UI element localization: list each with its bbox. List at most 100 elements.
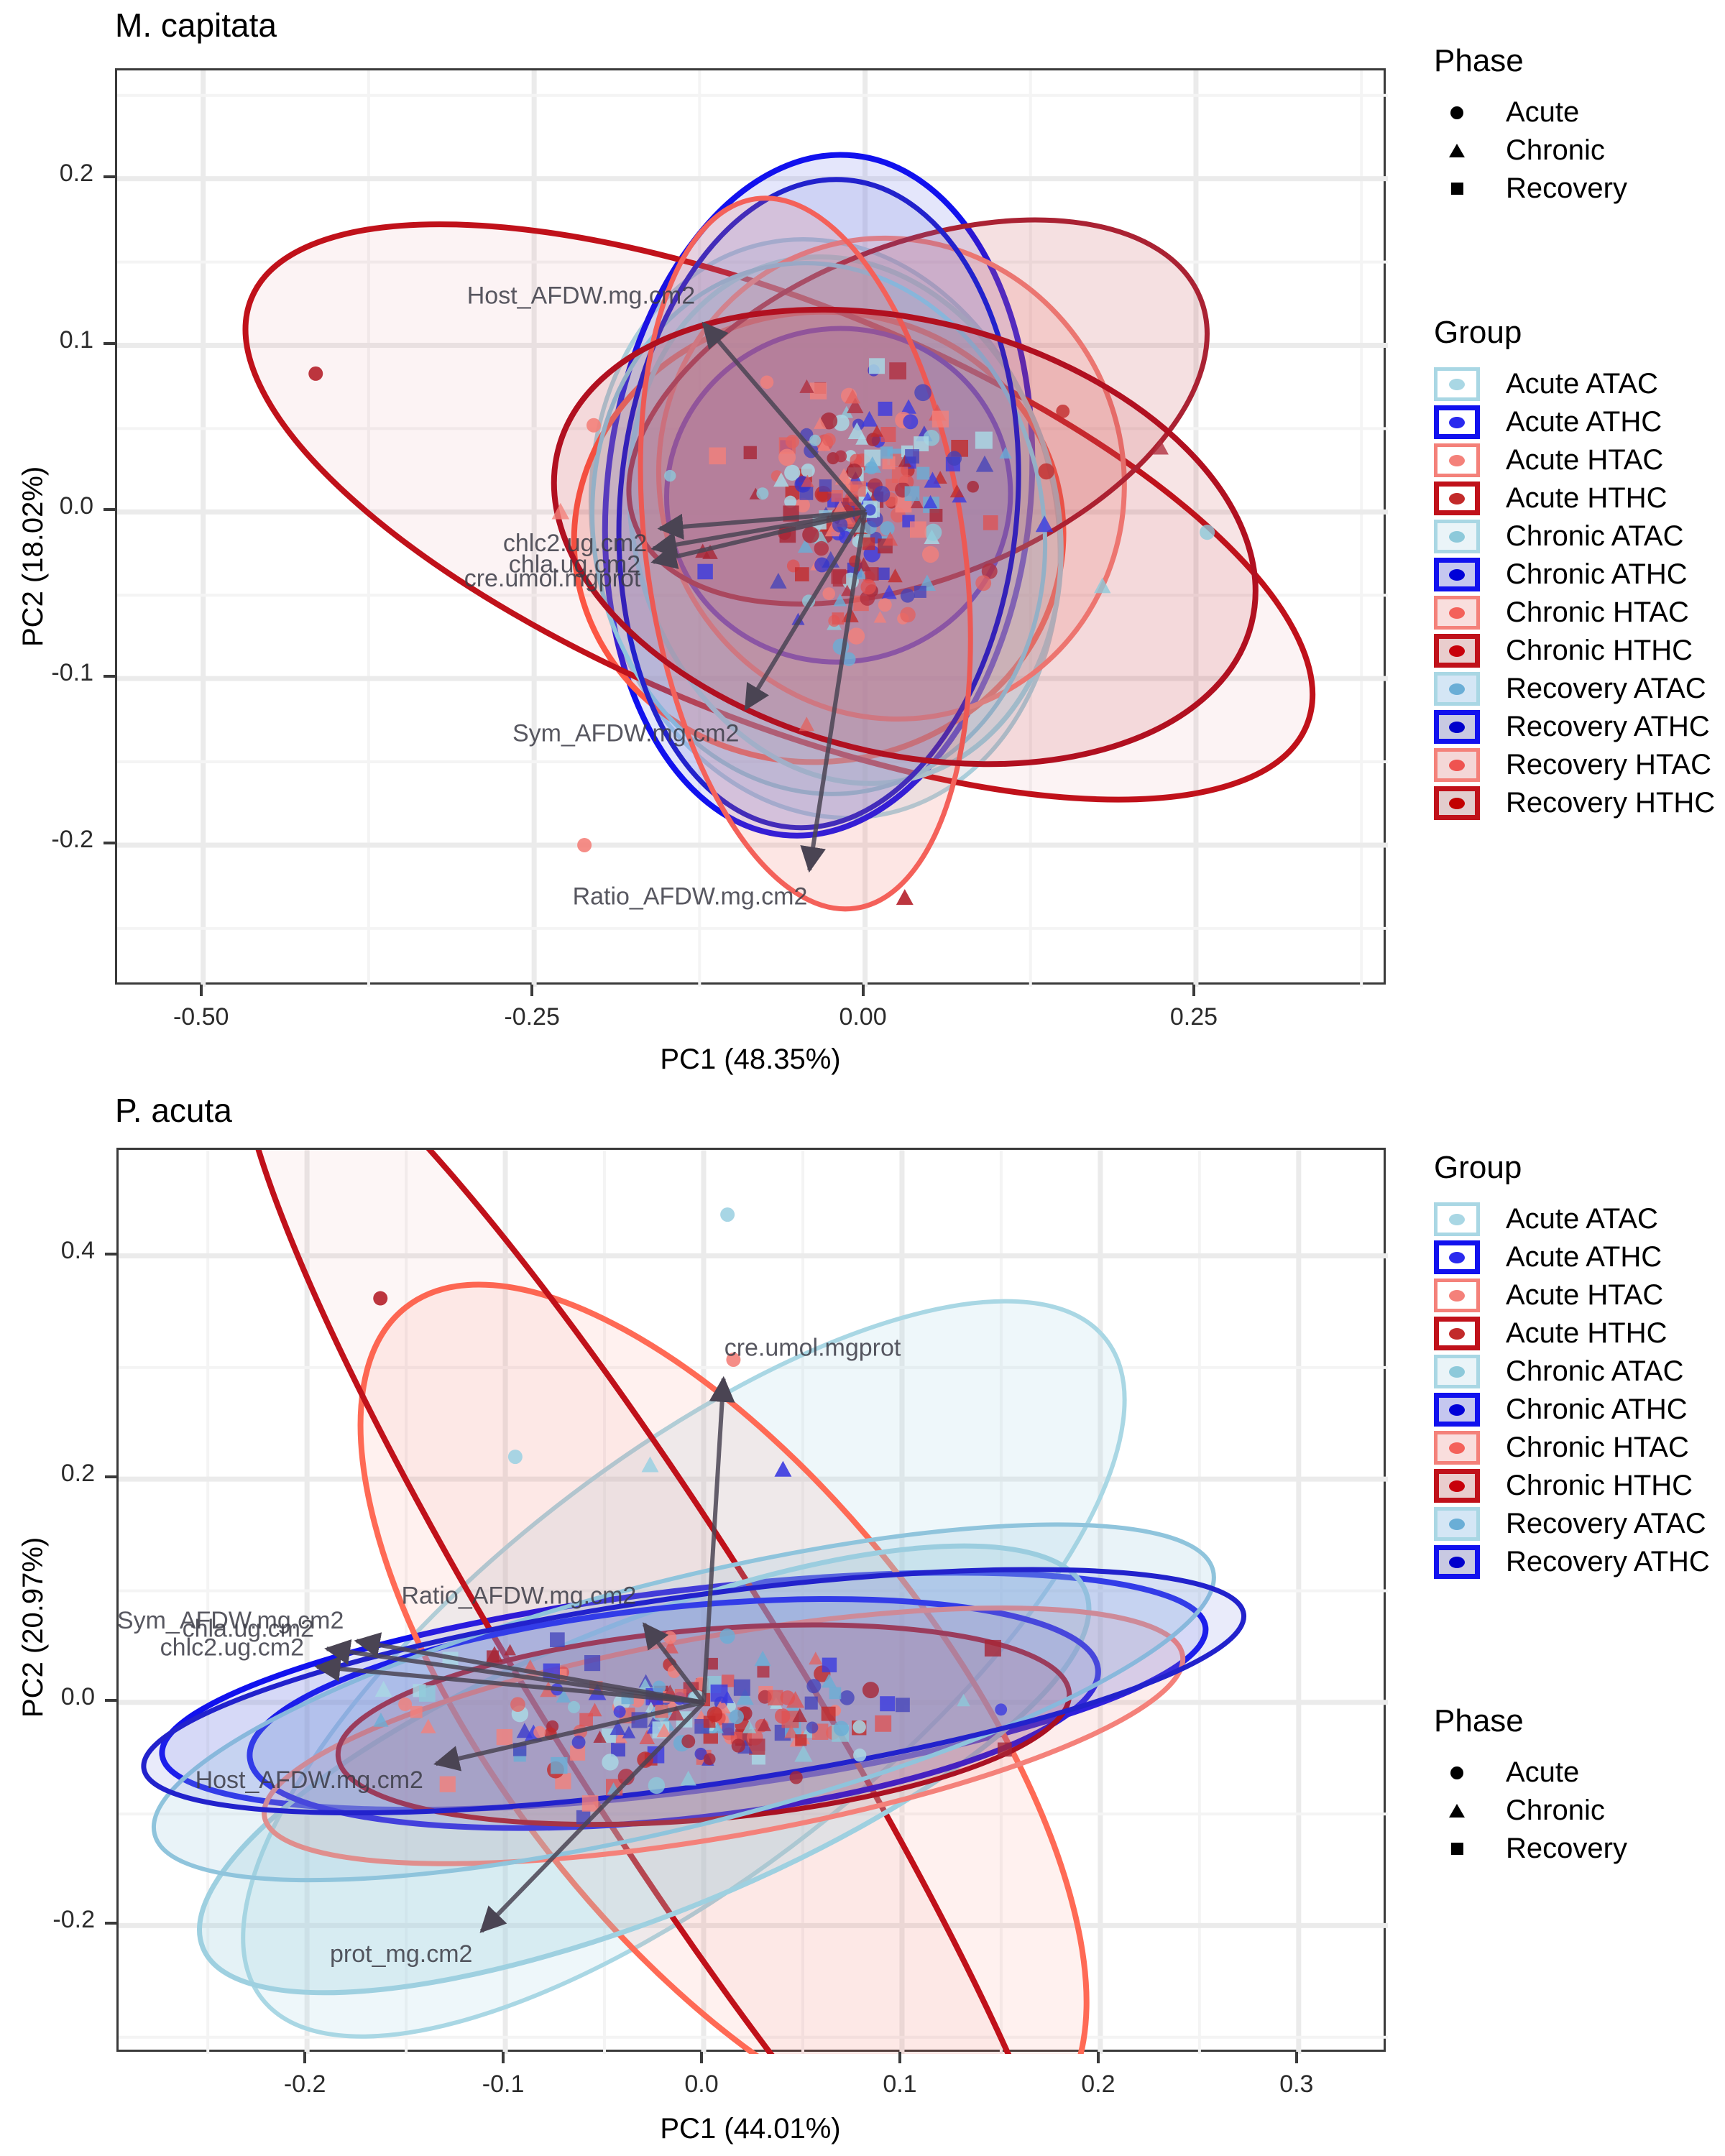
data-point: [709, 447, 726, 465]
legend-item-group-acute-atac[interactable]: Acute ATAC: [1434, 365, 1715, 403]
panel-m-capitata: M. capitata Host_AFDW.mg.cm2 chlc2.ug.cm2…: [17, 6, 1715, 1075]
data-point: [860, 579, 876, 595]
data-point: [806, 1679, 822, 1694]
data-point: [891, 466, 908, 483]
data-point: [668, 1705, 685, 1720]
legend-item-group-chronic-atac[interactable]: Chronic ATAC: [1434, 517, 1715, 556]
data-point: [749, 1738, 765, 1755]
group-key-dot: [1449, 645, 1465, 657]
phase-circle-icon: [1450, 106, 1463, 119]
legend-item-group-recovery-athc[interactable]: Recovery ATHC: [1434, 708, 1715, 746]
data-point: [373, 1713, 389, 1727]
x-tick-mark: [700, 2052, 704, 2063]
data-point: [831, 568, 847, 584]
group-key-swatch: [1434, 520, 1480, 553]
legend-item-group-chronic-athc[interactable]: Chronic ATHC: [1434, 556, 1715, 594]
legend-item-group-chronic-htac[interactable]: Chronic HTAC: [1434, 1429, 1710, 1467]
data-point: [663, 1631, 677, 1644]
group-key-swatch: [1434, 1469, 1480, 1503]
legend-item-group-chronic-hthc[interactable]: Chronic HTHC: [1434, 1467, 1710, 1505]
loading-vector: [800, 511, 868, 873]
legend-item-phase-acute[interactable]: Acute: [1434, 1754, 1627, 1792]
data-point: [806, 1721, 819, 1734]
legend-item-group-chronic-atac[interactable]: Chronic ATAC: [1434, 1353, 1710, 1391]
data-point: [809, 434, 822, 446]
data-point: [975, 575, 992, 591]
legend-item-phase-chronic[interactable]: Chronic: [1434, 1792, 1627, 1830]
data-point: [681, 1734, 696, 1749]
data-point-outlier: [720, 1207, 735, 1222]
phase-circle-icon: [1450, 1766, 1463, 1779]
loading-vector: [314, 1656, 704, 1705]
data-point: [878, 598, 892, 612]
phase-key-swatch: [1434, 1794, 1480, 1828]
legend-item-group-recovery-athc[interactable]: Recovery ATHC: [1434, 1543, 1710, 1581]
phase-key-swatch: [1434, 172, 1480, 206]
legend-label: Acute: [1506, 1756, 1580, 1788]
legend-item-group-acute-hthc[interactable]: Acute HTHC: [1434, 479, 1715, 517]
x-tick-mark: [199, 985, 203, 996]
legend-item-group-recovery-htac[interactable]: Recovery HTAC: [1434, 746, 1715, 784]
loading-label: prot_mg.cm2: [330, 1940, 472, 1968]
data-point: [593, 1731, 607, 1743]
x-tick-mark: [1192, 985, 1195, 996]
legend-item-group-chronic-htac[interactable]: Chronic HTAC: [1434, 594, 1715, 632]
data-point: [924, 471, 942, 488]
data-point: [410, 1705, 423, 1718]
data-point: [778, 448, 796, 466]
legend-item-phase-recovery[interactable]: Recovery: [1434, 1830, 1627, 1868]
legend-item-group-chronic-hthc[interactable]: Chronic HTHC: [1434, 632, 1715, 670]
data-point: [710, 1684, 728, 1702]
legend-item-group-acute-athc[interactable]: Acute ATHC: [1434, 1238, 1710, 1276]
group-key-dot: [1449, 454, 1465, 466]
legend-group-title-1: Group: [1434, 315, 1522, 350]
legend-item-phase-acute[interactable]: Acute: [1434, 93, 1627, 132]
legend-item-group-acute-atac[interactable]: Acute ATAC: [1434, 1200, 1710, 1238]
xaxis-title-m-capitata: PC1 (48.35%): [660, 1044, 841, 1075]
data-point: [821, 1706, 836, 1721]
loading-vector: [702, 321, 867, 514]
x-tick-label: 0.1: [883, 2070, 917, 2098]
group-key-dot: [1449, 530, 1465, 543]
legend-item-group-acute-htac[interactable]: Acute HTAC: [1434, 1276, 1710, 1314]
group-key-dot: [1449, 1365, 1465, 1378]
legend-item-group-recovery-atac[interactable]: Recovery ATAC: [1434, 670, 1715, 708]
data-point: [719, 1628, 735, 1644]
data-point: [852, 1720, 866, 1734]
y-tick-mark: [105, 1922, 116, 1925]
data-point: [819, 479, 832, 492]
panel-p-acuta: P. acuta cre.umol.mgprot Ratio_AFDW.mg.cm…: [0, 1078, 1725, 2156]
group-key-swatch: [1434, 1431, 1480, 1465]
data-point: [820, 412, 838, 430]
data-point: [712, 1722, 724, 1733]
data-point-outlier: [577, 837, 592, 852]
legend-item-group-acute-hthc[interactable]: Acute HTHC: [1434, 1314, 1710, 1353]
legend-item-group-acute-athc[interactable]: Acute ATHC: [1434, 403, 1715, 441]
data-point: [916, 466, 930, 480]
legend-item-group-recovery-atac[interactable]: Recovery ATAC: [1434, 1505, 1710, 1543]
data-point: [975, 455, 994, 472]
data-point: [882, 456, 896, 470]
y-tick-label: 0.0: [60, 1682, 95, 1710]
legend-group-rows-1: Acute ATAC Acute ATHC Acute HTAC Acute HTHC…: [1434, 365, 1715, 822]
group-key-swatch: [1434, 1393, 1480, 1427]
data-point-outlier: [586, 418, 601, 433]
data-point: [729, 1709, 744, 1725]
legend-item-group-recovery-hthc[interactable]: Recovery HTHC: [1434, 784, 1715, 822]
legend-item-phase-recovery[interactable]: Recovery: [1434, 170, 1627, 208]
legend-label: Recovery HTAC: [1506, 749, 1711, 780]
data-point-outlier: [373, 1291, 388, 1306]
y-tick-mark: [104, 341, 115, 345]
legend-item-phase-chronic[interactable]: Chronic: [1434, 132, 1627, 170]
phase-key-swatch: [1434, 1756, 1480, 1789]
legend-item-group-acute-htac[interactable]: Acute HTAC: [1434, 441, 1715, 479]
data-point: [847, 422, 866, 440]
confidence-ellipse: [241, 1299, 1127, 2039]
data-point: [510, 1697, 525, 1713]
data-point: [742, 1720, 757, 1733]
legend-label: Chronic ATHC: [1506, 558, 1688, 590]
y-tick-label: 0.2: [59, 159, 93, 187]
data-point: [829, 1687, 842, 1700]
data-point: [780, 1690, 796, 1705]
legend-item-group-chronic-athc[interactable]: Chronic ATHC: [1434, 1391, 1710, 1429]
